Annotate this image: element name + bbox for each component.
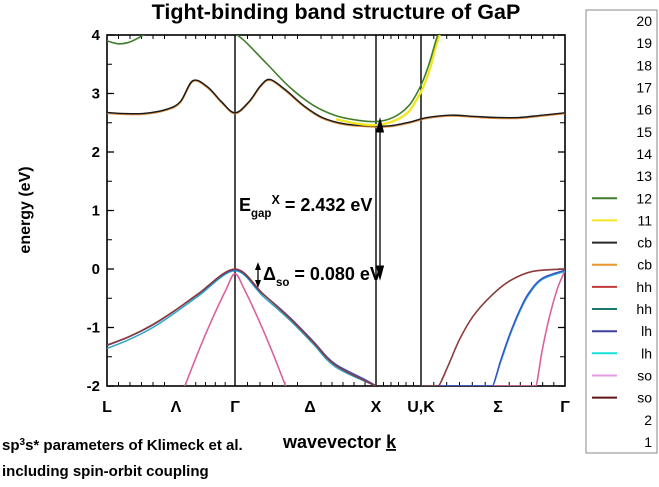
svg-text:14: 14 [636, 146, 652, 162]
svg-text:1: 1 [92, 203, 100, 220]
svg-text:lh: lh [641, 323, 652, 339]
svg-text:cb: cb [637, 235, 652, 251]
svg-text:1: 1 [644, 434, 652, 450]
svg-text:U,K: U,K [407, 399, 435, 416]
svg-text:18: 18 [636, 57, 652, 73]
svg-text:X: X [371, 399, 382, 416]
svg-text:3: 3 [92, 86, 100, 103]
svg-text:hh: hh [636, 279, 652, 295]
svg-text:13: 13 [636, 168, 652, 184]
svg-text:Tight-binding band structure o: Tight-binding band structure of GaP [152, 0, 521, 24]
svg-text:19: 19 [636, 35, 652, 51]
svg-text:4: 4 [92, 27, 101, 44]
svg-text:20: 20 [636, 13, 652, 29]
svg-text:cb: cb [637, 257, 652, 273]
svg-text:so: so [637, 390, 652, 406]
svg-text:17: 17 [636, 80, 652, 96]
svg-text:wavevector k: wavevector k [282, 432, 397, 452]
svg-text:sp3s* parameters of Klimeck et: sp3s* parameters of Klimeck et al. [2, 437, 243, 455]
svg-text:hh: hh [636, 301, 652, 317]
svg-text:-2: -2 [87, 378, 100, 395]
svg-text:12: 12 [636, 190, 652, 206]
svg-text:0: 0 [92, 261, 100, 278]
svg-text:so: so [637, 368, 652, 384]
svg-text:15: 15 [636, 124, 652, 140]
svg-text:2: 2 [92, 144, 100, 161]
svg-text:L: L [102, 399, 112, 416]
svg-text:Γ: Γ [230, 399, 240, 416]
svg-text:2: 2 [644, 412, 652, 428]
svg-text:Λ: Λ [171, 399, 182, 416]
svg-text:lh: lh [641, 345, 652, 361]
svg-text:energy (eV): energy (eV) [17, 166, 34, 253]
svg-text:including spin-orbit coupling: including spin-orbit coupling [2, 463, 209, 480]
svg-text:Δ: Δ [304, 399, 316, 416]
svg-text:11: 11 [637, 212, 652, 228]
svg-text:Γ: Γ [560, 399, 570, 416]
svg-text:Σ: Σ [493, 399, 503, 416]
svg-text:16: 16 [636, 102, 652, 118]
svg-text:-1: -1 [87, 320, 100, 337]
